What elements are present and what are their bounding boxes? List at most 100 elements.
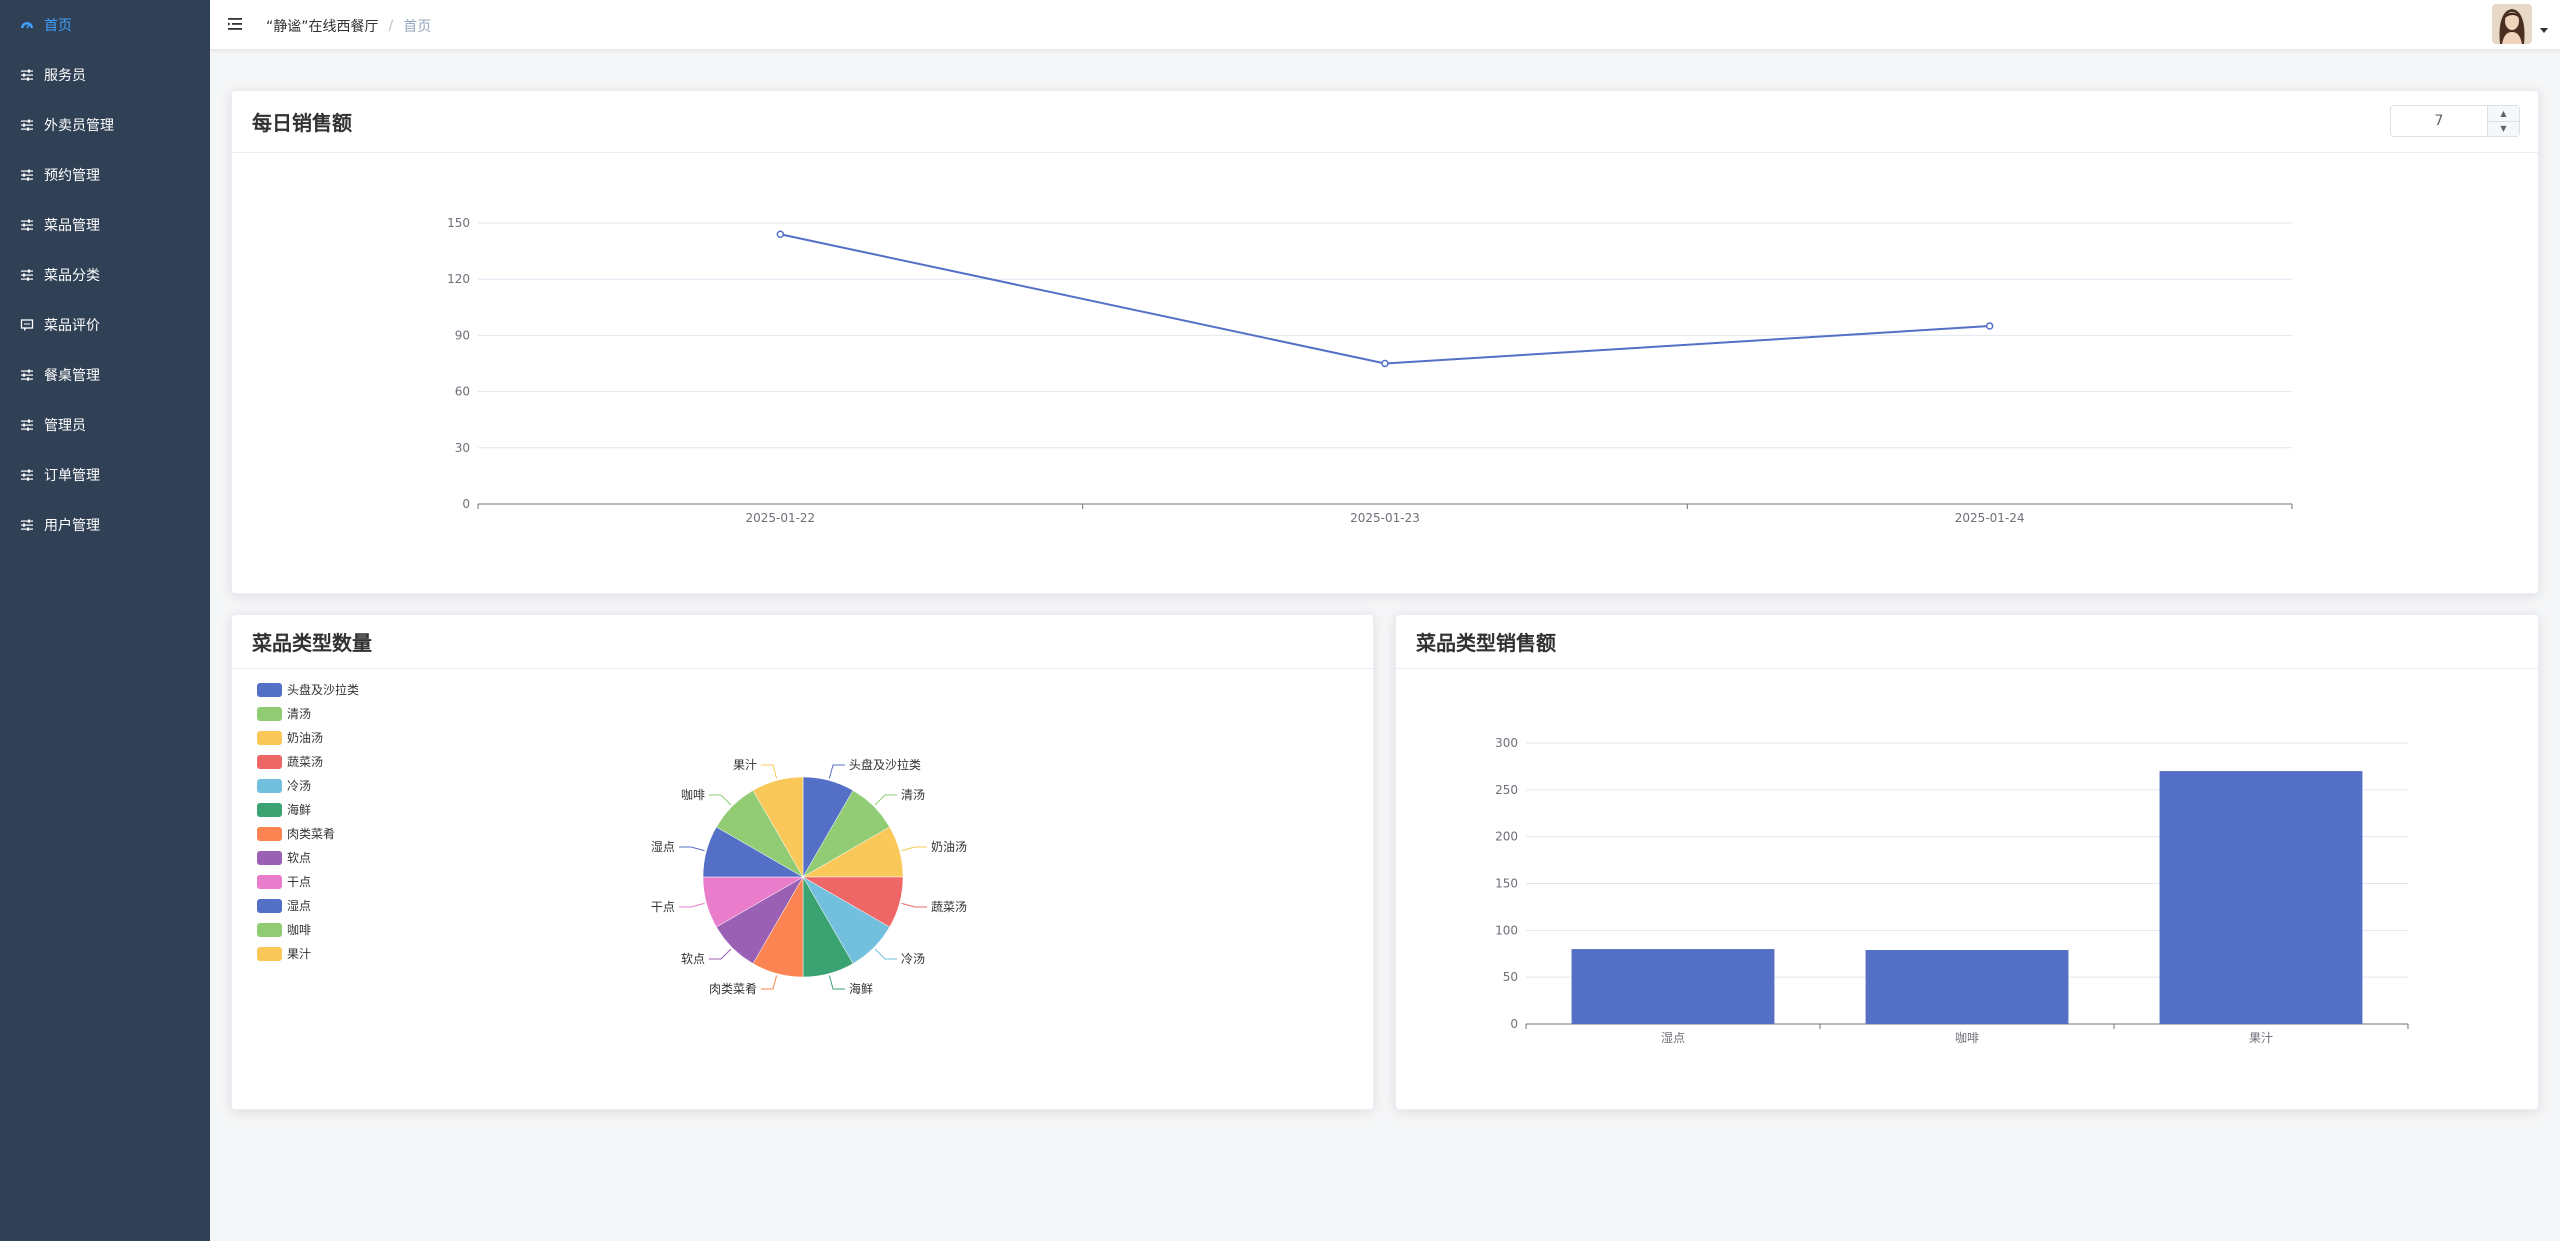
sidebar-item-0[interactable]: 首页: [0, 0, 210, 50]
slice-label: 奶油汤: [931, 840, 967, 854]
decrease-chevron-icon[interactable]: ▼: [2488, 120, 2519, 137]
pie-slice: [752, 776, 804, 878]
sidebar-item-label: 外卖员管理: [44, 118, 114, 134]
legend-swatch: [257, 851, 282, 865]
legend-swatch: [257, 731, 282, 745]
sliders-icon: [20, 118, 34, 132]
y-tick-label: 90: [455, 328, 470, 342]
slice-label: 咖啡: [681, 787, 705, 802]
slice-label: 冷汤: [901, 952, 925, 966]
legend-label: 奶油汤: [287, 731, 323, 745]
sidebar-item-10[interactable]: 用户管理: [0, 500, 210, 550]
sidebar-item-1[interactable]: 服务员: [0, 50, 210, 100]
category-sales-card-header: 菜品类型销售额: [1396, 615, 2538, 669]
bar: [1571, 949, 1775, 1024]
sidebar-item-8[interactable]: 管理员: [0, 400, 210, 450]
legend-label: 清汤: [287, 707, 311, 721]
sidebar-item-2[interactable]: 外卖员管理: [0, 100, 210, 150]
sliders-icon: [20, 168, 34, 182]
legend-label: 干点: [287, 875, 311, 889]
legend-swatch: [257, 683, 282, 697]
label-leader-line: [708, 948, 732, 960]
label-leader-line: [874, 948, 898, 960]
label-leader-line: [708, 794, 732, 806]
sidebar-item-label: 管理员: [44, 418, 86, 434]
y-tick-label: 0: [462, 497, 470, 511]
breadcrumb-separator: /: [388, 18, 394, 34]
data-point: [1381, 359, 1389, 368]
data-point: [776, 230, 785, 238]
avatar[interactable]: [2492, 4, 2532, 44]
sidebar-item-label: 菜品分类: [44, 268, 100, 284]
y-tick-label: 30: [455, 441, 470, 455]
days-stepper: ▲ ▼: [2390, 105, 2520, 137]
y-tick-label: 60: [455, 385, 470, 399]
sidebar-item-9[interactable]: 订单管理: [0, 450, 210, 500]
legend-label: 蔬菜汤: [287, 755, 323, 769]
slice-label: 头盘及沙拉类: [849, 757, 921, 772]
y-tick-label: 0: [1510, 1017, 1518, 1031]
legend-swatch: [257, 803, 282, 817]
label-leader-line: [678, 846, 705, 852]
legend-swatch: [257, 947, 282, 961]
dashboard-icon: [20, 18, 34, 32]
sidebar-item-4[interactable]: 菜品管理: [0, 200, 210, 250]
legend-swatch: [257, 779, 282, 793]
y-tick-label: 250: [1495, 783, 1518, 797]
days-input[interactable]: [2391, 106, 2487, 136]
label-leader-line: [760, 764, 778, 779]
legend-label: 冷汤: [287, 779, 311, 793]
x-tick-label: 湿点: [1661, 1030, 1685, 1045]
legend-label: 果汁: [287, 947, 311, 961]
increase-chevron-icon[interactable]: ▲: [2500, 108, 2507, 118]
label-leader-line: [678, 902, 705, 908]
comment-icon: [20, 318, 34, 332]
x-tick-label: 2025-01-22: [745, 511, 815, 525]
daily-sales-card-header: 每日销售额 ▲ ▼: [232, 91, 2538, 153]
legend-label: 海鲜: [287, 802, 311, 817]
bar: [1865, 950, 2069, 1024]
stepper-buttons: ▲ ▼: [2487, 106, 2519, 136]
legend-label: 咖啡: [287, 922, 311, 937]
sales-series-line: [780, 233, 1990, 365]
slice-label: 果汁: [733, 758, 757, 772]
label-leader-line: [828, 975, 846, 990]
breadcrumb-item-home-site[interactable]: “静谧”在线西餐厅: [266, 19, 379, 35]
legend-swatch: [257, 755, 282, 769]
sidebar-item-3[interactable]: 预约管理: [0, 150, 210, 200]
sliders-icon: [20, 68, 34, 82]
top-navbar: “静谧”在线西餐厅 / 首页: [210, 0, 2560, 50]
label-leader-line: [828, 764, 846, 779]
sidebar-item-label: 预约管理: [44, 168, 100, 184]
breadcrumb: “静谧”在线西餐厅 / 首页: [266, 16, 431, 36]
sidebar-item-label: 用户管理: [44, 518, 100, 534]
slice-label: 软点: [681, 952, 705, 966]
daily-sales-card: 每日销售额 ▲ ▼ 0 30 60 90 120 150 2025-01-22 2025-01…: [231, 90, 2539, 594]
sliders-icon: [20, 418, 34, 432]
data-point: [1985, 322, 1994, 330]
sidebar-item-7[interactable]: 餐桌管理: [0, 350, 210, 400]
sidebar-item-label: 菜品管理: [44, 218, 100, 234]
legend-swatch: [257, 707, 282, 721]
user-dropdown-caret-icon[interactable]: [2540, 28, 2548, 33]
x-tick-label: 2025-01-24: [1955, 511, 2025, 525]
legend-swatch: [257, 923, 282, 937]
y-tick-label: 150: [1495, 877, 1518, 891]
y-tick-label: 100: [1495, 923, 1518, 937]
y-tick-label: 50: [1503, 970, 1518, 984]
label-leader-line: [901, 846, 928, 852]
legend-swatch: [257, 827, 282, 841]
sidebar-item-6[interactable]: 菜品评价: [0, 300, 210, 350]
sidebar-item-label: 服务员: [44, 68, 86, 84]
label-leader-line: [760, 975, 778, 990]
category-sales-title: 菜品类型销售额: [1416, 631, 1556, 655]
bar: [2159, 771, 2363, 1024]
sidebar-item-label: 首页: [44, 18, 72, 34]
sliders-icon: [20, 368, 34, 382]
sidebar-item-5[interactable]: 菜品分类: [0, 250, 210, 300]
category-count-card: 菜品类型数量 头盘及沙拉类 清汤 奶油汤 蔬菜汤 冷汤 海鲜 肉类菜肴 软点 干点 湿点 咖啡 果汁头…: [231, 614, 1374, 1110]
category-count-card-header: 菜品类型数量: [232, 615, 1373, 669]
y-tick-label: 300: [1495, 736, 1518, 750]
slice-label: 蔬菜汤: [931, 900, 967, 914]
hamburger-icon[interactable]: [226, 14, 246, 34]
